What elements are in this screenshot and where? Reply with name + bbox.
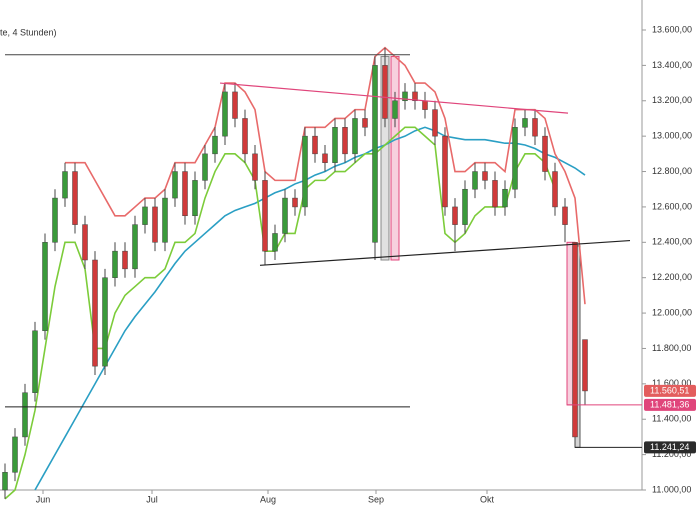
indicator-line	[34, 126, 586, 491]
y-tick-label: 13.200,00	[652, 95, 692, 105]
candle-body	[282, 197, 288, 234]
candle-body	[542, 135, 548, 172]
price-label: 11.241,24	[650, 442, 689, 452]
candle-body	[42, 242, 48, 332]
y-tick-label: 11.000,00	[652, 484, 691, 494]
candle-body	[82, 224, 88, 261]
y-tick-label: 13.000,00	[652, 131, 692, 141]
y-tick-label: 11.200,00	[652, 449, 691, 459]
price-label: 11.481,36	[650, 400, 689, 410]
candle-body	[402, 91, 408, 102]
candle-body	[482, 171, 488, 181]
y-tick-label: 13.400,00	[652, 60, 692, 70]
chart-title: te, 4 Stunden)	[0, 27, 57, 37]
candle-body	[452, 206, 458, 225]
candle-body	[62, 171, 68, 199]
trend-line	[259, 239, 631, 266]
candle-body	[262, 180, 268, 252]
x-tick-label: Okt	[480, 494, 495, 504]
candle-body	[172, 171, 178, 199]
x-tick-label: Jun	[36, 494, 51, 504]
candle-body	[372, 65, 378, 243]
candle-body	[512, 127, 518, 190]
candle-body	[152, 206, 158, 243]
candle-body	[242, 118, 248, 155]
y-tick-label: 11.600,00	[652, 378, 691, 388]
candle-body	[192, 180, 198, 217]
candle-body	[162, 197, 168, 243]
candle-body	[462, 188, 468, 225]
candle-body	[522, 118, 528, 128]
y-tick-label: 13.600,00	[652, 24, 692, 34]
candle-body	[442, 135, 448, 208]
x-tick-label: Jul	[146, 494, 158, 504]
candle-body	[2, 472, 8, 491]
candle-body	[22, 392, 28, 438]
candle-body	[112, 250, 118, 278]
x-tick-label: Sep	[368, 494, 384, 504]
candle-body	[312, 135, 318, 155]
y-tick-label: 12.000,00	[652, 307, 692, 317]
candle-body	[412, 91, 418, 102]
candle-body	[362, 118, 368, 128]
candle-body	[322, 153, 328, 163]
candle-body	[492, 180, 498, 208]
candle-body	[572, 242, 578, 438]
candle-body	[292, 197, 298, 208]
candle-body	[502, 188, 508, 208]
y-tick-label: 12.600,00	[652, 201, 692, 211]
candle-body	[52, 197, 58, 243]
candle-body	[432, 109, 438, 137]
candle-body	[12, 436, 18, 473]
y-tick-label: 12.400,00	[652, 237, 692, 247]
candle-body	[272, 233, 278, 252]
price-label: 11.560,51	[650, 386, 689, 396]
candle-body	[422, 100, 428, 110]
candle-body	[342, 127, 348, 155]
y-tick-label: 12.200,00	[652, 272, 692, 282]
candle-body	[182, 171, 188, 217]
y-tick-label: 11.800,00	[652, 343, 691, 353]
indicator-line	[65, 46, 586, 305]
candle-body	[252, 153, 258, 181]
y-tick-label: 12.800,00	[652, 166, 692, 176]
candle-body	[392, 100, 398, 119]
candle-body	[552, 171, 558, 208]
price-label-box	[644, 398, 696, 411]
price-label-box	[644, 441, 696, 454]
candle-body	[472, 171, 478, 190]
candle-body	[352, 118, 358, 155]
candle-body	[302, 135, 308, 208]
candle-body	[222, 91, 228, 137]
trend-line	[219, 82, 569, 114]
candle-body	[72, 171, 78, 225]
y-tick-label: 11.400,00	[652, 414, 691, 424]
candle-body	[122, 250, 128, 270]
candle-body	[332, 127, 338, 163]
candle-body	[212, 135, 218, 155]
zone	[390, 56, 400, 261]
candle-body	[132, 224, 138, 270]
candle-body	[232, 91, 238, 119]
candle-body	[92, 259, 98, 367]
x-tick-label: Aug	[260, 494, 276, 504]
candle-body	[202, 153, 208, 181]
candle-body	[532, 118, 538, 137]
candle-body	[382, 65, 388, 119]
price-label-box	[644, 384, 696, 397]
candle-body	[32, 330, 38, 393]
candle-body	[562, 206, 568, 225]
candle-body	[102, 277, 108, 367]
candle-body	[582, 339, 588, 392]
candle-body	[142, 206, 148, 225]
